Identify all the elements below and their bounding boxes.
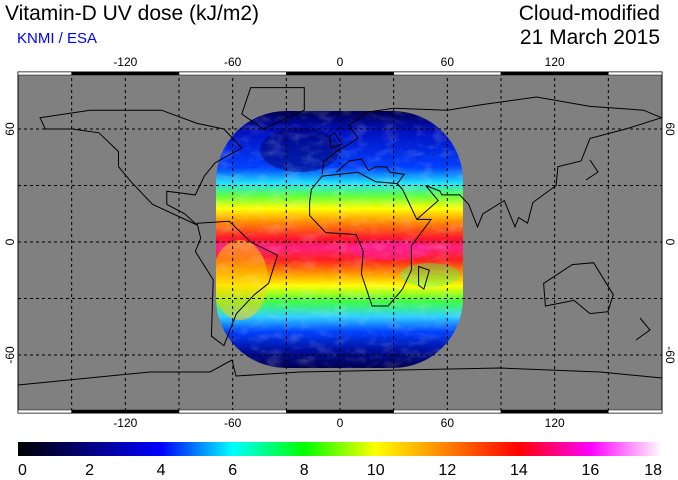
colorbar-tick-label: 10 [367,462,385,479]
map-title: Vitamin-D UV dose (kJ/m2) [5,2,260,25]
frame-bar-bottom [17,409,72,414]
frame-scale-bars [17,71,663,414]
coast-new-zealand [635,317,651,341]
frame-bar-top [393,71,502,76]
coast-south-america [194,220,279,347]
frame-bar-bottom [178,409,287,414]
lon-label-bottom: -60 [224,416,242,430]
frame-bar-top [178,71,287,76]
colorbar-tick-label: 0 [18,462,27,479]
coast-madagascar [418,265,430,290]
mode-label: Cloud-modified [518,2,660,25]
lon-label-top: 60 [441,55,455,69]
lon-label-top: -60 [224,55,242,69]
coastlines [17,87,663,386]
frame-bar-top [17,71,72,76]
lat-label-left: 0 [3,238,17,245]
axis-labels: -120 -120 -60 -60 0 0 60 60 120 120 60 60 0 0 -60 -60 [3,55,677,430]
lon-label-top: 0 [337,55,344,69]
colorbar-tick-label: 14 [510,462,528,479]
lon-label-top: 120 [545,55,565,69]
coast-africa [309,171,433,307]
graticule [18,72,662,413]
coast-eurasia [321,96,663,229]
frame-bar-bottom [286,409,394,414]
lat-label-left: 60 [3,122,17,136]
frame-bar-top [500,71,609,76]
colorbar-tick-label: 6 [228,462,237,479]
uv-data-field [216,111,463,368]
lon-label-bottom: 0 [337,416,344,430]
colorbar-tick-label: 16 [582,462,600,479]
colorbar-tick-label: 8 [300,462,309,479]
frame-bar-bottom [71,409,180,414]
colorbar-tick-label: 2 [85,462,94,479]
coast-japan [585,159,599,181]
frame-bar-bottom [608,409,663,414]
lon-label-bottom: -120 [113,416,137,430]
frame-bar-bottom [393,409,502,414]
lat-label-right: 0 [663,239,677,246]
colorbar-labels: 0 2 4 6 8 10 12 14 16 18 [18,462,662,479]
colorbar-tick-label: 12 [438,462,456,479]
lat-label-right: -60 [663,346,677,364]
colorbar [18,442,662,456]
coast-north-america [39,109,243,226]
date-label: 21 March 2015 [519,26,660,49]
lon-label-bottom: 120 [545,416,565,430]
coast-australia [543,262,614,315]
coast-greenland [241,87,305,130]
colorbar-tick-label: 4 [157,462,166,479]
coast-antarctica [17,359,663,386]
frame-bar-top [286,71,394,76]
coast-uk [328,132,343,149]
lat-label-left: -60 [3,346,17,364]
lat-label-right: 60 [663,122,677,136]
frame-bar-top [71,71,180,76]
lon-label-top: -120 [113,55,137,69]
frame-bar-bottom [500,409,609,414]
lon-label-bottom: 60 [441,416,455,430]
colorbar-tick-label: 18 [644,462,662,479]
frame-bar-top [608,71,663,76]
source-label: KNMI / ESA [17,30,98,47]
